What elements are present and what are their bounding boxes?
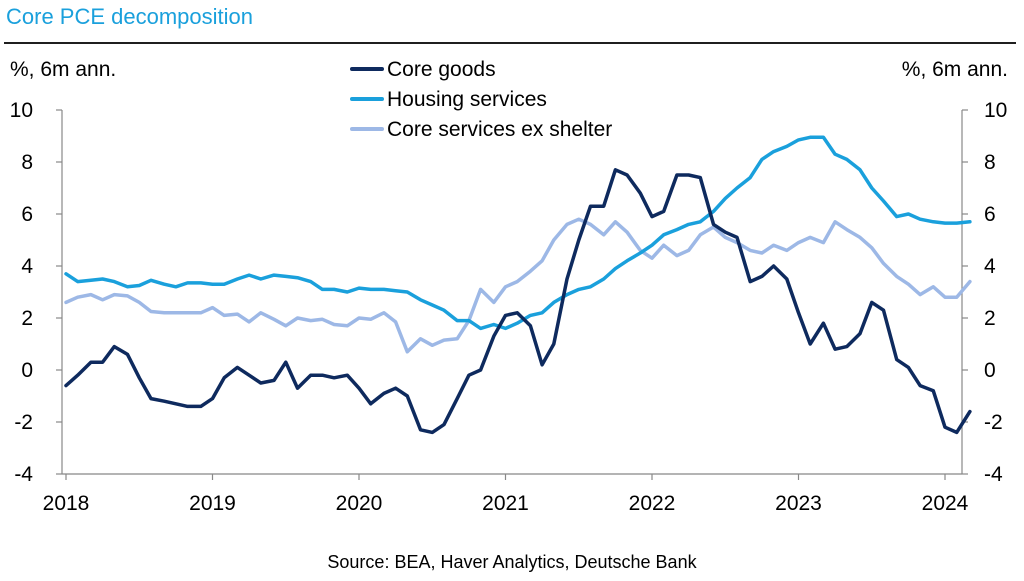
- y-tick-label-right: 2: [984, 307, 996, 330]
- y-tick-label-left: 4: [21, 255, 33, 278]
- x-tick-label: 2023: [775, 492, 822, 515]
- series-line-core-services-ex-shelter: [64, 217, 972, 354]
- chart-series: [64, 135, 972, 435]
- y-tick-label-right: -2: [984, 411, 1003, 434]
- series-line-core-goods: [64, 168, 972, 435]
- source-note: Source: BEA, Haver Analytics, Deutsche B…: [327, 552, 697, 572]
- y-tick-label-right: 4: [984, 255, 996, 278]
- y-axis-label-right: %, 6m ann.: [901, 58, 1008, 81]
- y-tick-label-left: 10: [10, 99, 33, 122]
- y-tick-label-left: -2: [14, 411, 33, 434]
- x-tick-label: 2024: [922, 492, 969, 515]
- y-tick-label-left: 6: [21, 203, 33, 226]
- chart-legend: Core goods Housing services Core services …: [350, 58, 612, 141]
- y-tick-label-left: 8: [21, 151, 33, 174]
- chart-title: Core PCE decomposition: [6, 4, 254, 29]
- y-tick-label-left: 2: [21, 307, 33, 330]
- y-tick-label-right: 6: [984, 203, 996, 226]
- y-tick-label-right: -4: [984, 463, 1003, 486]
- legend-label-core-goods: Core goods: [387, 58, 496, 81]
- x-tick-label: 2019: [189, 492, 236, 515]
- x-tick-label: 2022: [629, 492, 676, 515]
- y-tick-label-right: 0: [984, 359, 996, 382]
- y-tick-label-right: 8: [984, 151, 996, 174]
- y-tick-label-left: 0: [21, 359, 33, 382]
- x-tick-label: 2018: [43, 492, 90, 515]
- series-line-housing-services: [64, 135, 972, 331]
- y-tick-label-left: -4: [14, 463, 33, 486]
- y-tick-label-right: 10: [984, 99, 1007, 122]
- legend-label-core-services-ex-shelter: Core services ex shelter: [387, 118, 612, 141]
- title-divider: [4, 42, 1016, 44]
- y-axis-label-left: %, 6m ann.: [10, 58, 117, 81]
- x-tick-label: 2020: [336, 492, 383, 515]
- legend-label-housing-services: Housing services: [387, 88, 547, 111]
- x-tick-label: 2021: [482, 492, 529, 515]
- chart-axes: -4 -4 -2 -2 0 0 2 2 4 4 6 6 8 8 10 10 2018 2019 2020 2021 20…: [10, 99, 1008, 515]
